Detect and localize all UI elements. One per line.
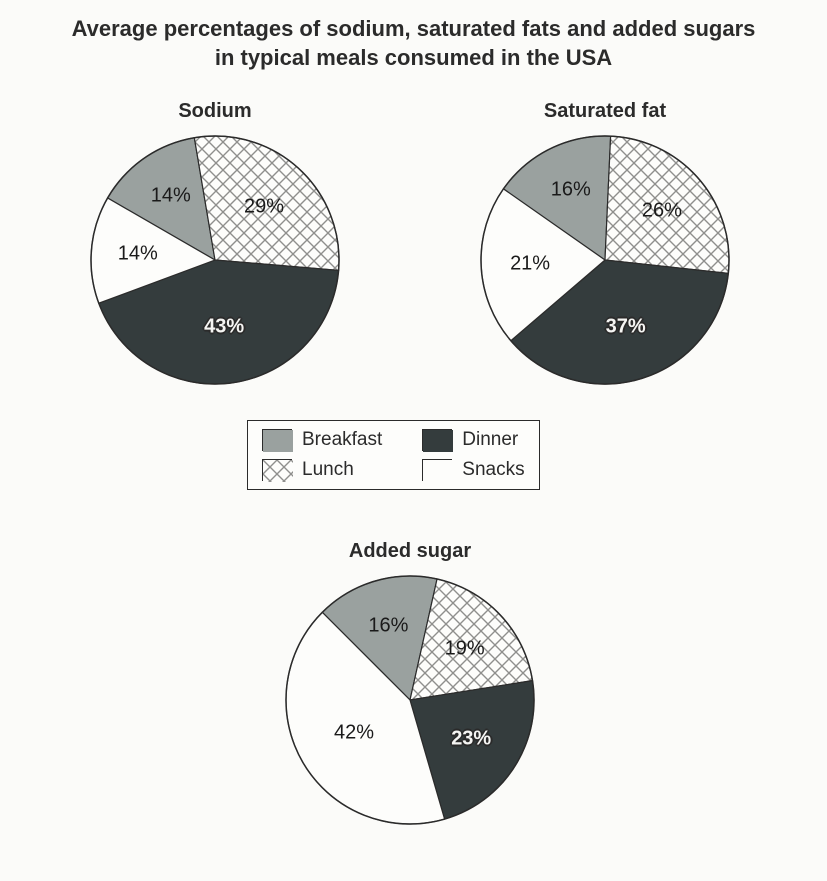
pie: 16% 26% 37% 21% bbox=[480, 135, 730, 385]
chart-title: Added sugar bbox=[285, 540, 535, 563]
page: Average percentages of sodium, saturated… bbox=[0, 0, 827, 881]
legend-swatch-dinner bbox=[422, 429, 452, 451]
legend-item-lunch: Lunch bbox=[262, 459, 382, 481]
pie: 16% 19% 23% 42% bbox=[285, 575, 535, 825]
main-title: Average percentages of sodium, saturated… bbox=[64, 15, 764, 72]
legend-item-dinner: Dinner bbox=[422, 429, 524, 451]
slice-label-snacks: 21% bbox=[510, 252, 550, 275]
legend-label: Lunch bbox=[302, 459, 354, 481]
legend-item-snacks: Snacks bbox=[422, 459, 524, 481]
slice-label-dinner: 43% bbox=[204, 315, 244, 338]
slice-label-lunch: 29% bbox=[244, 195, 284, 218]
legend-label: Dinner bbox=[462, 429, 518, 451]
legend-label: Breakfast bbox=[302, 429, 382, 451]
slice-label-dinner: 37% bbox=[606, 315, 646, 338]
slice-label-dinner: 23% bbox=[451, 727, 491, 750]
chart-title: Sodium bbox=[90, 100, 340, 123]
legend: Breakfast Dinner Lunch Snacks bbox=[247, 420, 540, 490]
slice-label-breakfast: 14% bbox=[151, 185, 191, 208]
chart-sodium: Sodium 14% 29% 43% 14% bbox=[90, 100, 340, 385]
legend-swatch-breakfast bbox=[262, 429, 292, 451]
slice-label-snacks: 42% bbox=[334, 722, 374, 745]
pie: 14% 29% 43% 14% bbox=[90, 135, 340, 385]
chart-saturated-fat: Saturated fat 16% 26% 37% 21% bbox=[480, 100, 730, 385]
chart-title: Saturated fat bbox=[480, 100, 730, 123]
slice-label-lunch: 19% bbox=[445, 637, 485, 660]
legend-item-breakfast: Breakfast bbox=[262, 429, 382, 451]
slice-label-lunch: 26% bbox=[642, 200, 682, 223]
legend-swatch-lunch bbox=[262, 459, 292, 481]
legend-swatch-snacks bbox=[422, 459, 452, 481]
legend-label: Snacks bbox=[462, 459, 524, 481]
slice-label-snacks: 14% bbox=[118, 242, 158, 265]
slice-label-breakfast: 16% bbox=[368, 614, 408, 637]
chart-added-sugar: Added sugar 16% 19% 23% 42% bbox=[285, 540, 535, 825]
slice-label-breakfast: 16% bbox=[551, 179, 591, 202]
